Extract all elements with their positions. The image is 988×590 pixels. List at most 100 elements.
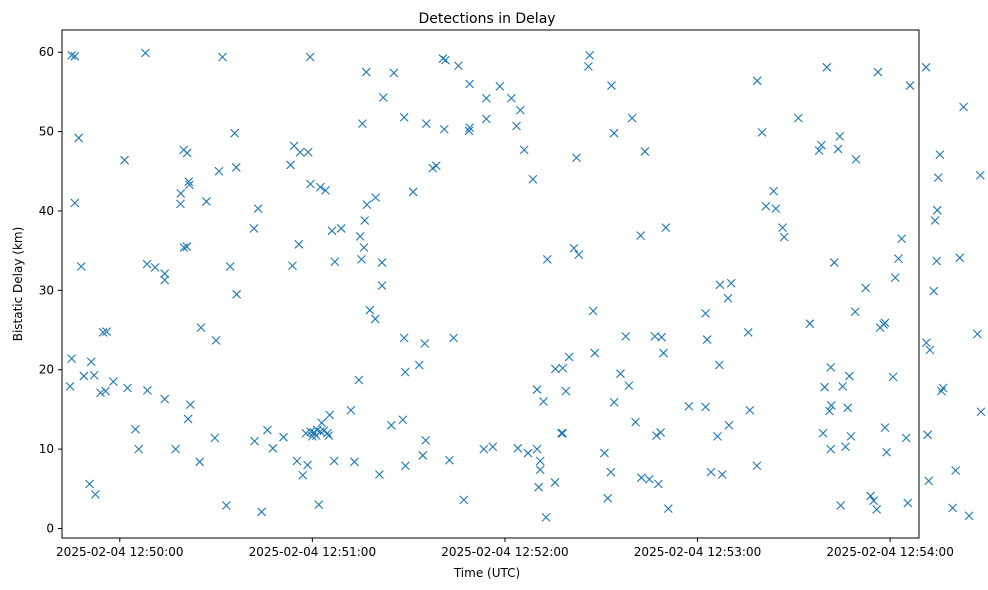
detection-point [70, 51, 80, 61]
detection-point [231, 162, 241, 172]
detection-point [519, 145, 529, 155]
y-tick-label: 40 [39, 204, 54, 218]
detection-point [929, 286, 939, 296]
detection-point [609, 128, 619, 138]
detection-point [324, 431, 334, 440]
y-tick-label: 60 [39, 45, 54, 59]
detection-point [358, 119, 367, 129]
detection-point [263, 425, 272, 435]
detection-point [295, 147, 305, 157]
detection-point [399, 333, 409, 343]
detection-point [846, 432, 856, 441]
detection-point [600, 448, 609, 458]
detection-point [459, 495, 469, 505]
detection-point [183, 414, 193, 424]
detection-point [150, 262, 160, 272]
x-axis-label: Time (UTC) [453, 566, 520, 580]
detection-point [323, 428, 332, 438]
detection-point [377, 258, 387, 267]
detection-point [745, 405, 755, 415]
detection-point [268, 443, 278, 453]
detection-point [134, 444, 144, 454]
detection-point [805, 319, 815, 329]
detection-point [307, 432, 317, 441]
detection-point [818, 428, 828, 438]
detection-point [370, 314, 380, 324]
detection-point [959, 102, 969, 112]
detection-point [717, 470, 727, 479]
detection-point [362, 200, 372, 210]
detection-point [449, 333, 458, 343]
detection-point [528, 174, 538, 184]
detection-point [420, 339, 430, 348]
detection-point [74, 133, 84, 143]
y-tick-label: 50 [39, 125, 54, 139]
detection-point [569, 243, 579, 253]
detection-point [973, 329, 982, 339]
detection-point [659, 348, 668, 358]
detection-point [903, 498, 913, 508]
detection-point [897, 234, 907, 244]
detection-point [535, 456, 545, 466]
plot-frame [61, 29, 920, 539]
detection-point [317, 418, 327, 428]
detection-point [67, 354, 77, 364]
detection-point [86, 357, 96, 367]
detection-point [445, 455, 454, 465]
detection-point [249, 224, 259, 233]
detection-point [330, 257, 340, 267]
detection-point [558, 428, 568, 438]
detection-point [761, 201, 771, 211]
x-tick-label: 2025-02-04 12:54:00 [826, 545, 953, 559]
detection-point [218, 52, 227, 62]
detection-point [355, 231, 365, 241]
detection-point [179, 243, 189, 252]
detection-point [399, 112, 409, 122]
detection-point [90, 489, 100, 499]
y-tick-label: 20 [39, 363, 54, 377]
detection-point [851, 154, 861, 164]
detection-point [603, 493, 613, 503]
detection-point [70, 198, 80, 208]
detection-point [933, 173, 943, 183]
detection-point [820, 382, 830, 392]
detection-point [661, 223, 671, 233]
detection-point [210, 433, 220, 443]
y-tick-label: 30 [39, 283, 54, 297]
detection-point [182, 242, 192, 252]
detection-point [558, 363, 568, 373]
detection-point [102, 327, 112, 337]
detection-point [479, 444, 489, 454]
detection-point [869, 496, 879, 506]
detection-point [901, 433, 911, 443]
detection-point [905, 81, 915, 90]
detection-point [713, 432, 722, 441]
detection-point [378, 93, 388, 102]
detection-point [976, 407, 986, 417]
detection-point [481, 93, 491, 103]
detection-point [882, 447, 891, 457]
detection-point [684, 401, 694, 411]
detection-point [303, 147, 313, 157]
detection-point [932, 205, 942, 215]
detection-point [488, 442, 498, 452]
detection-point [481, 114, 491, 124]
detection-point [438, 54, 448, 63]
detection-point [350, 457, 359, 467]
detection-point [925, 345, 935, 355]
detection-point [439, 124, 449, 134]
detection-point [723, 293, 733, 303]
detection-point [542, 255, 552, 264]
detection-point [616, 369, 625, 379]
detection-point [464, 126, 474, 136]
detection-point [841, 442, 850, 452]
detection-point [724, 420, 734, 430]
y-tick-label: 10 [39, 442, 54, 456]
detection-point [532, 385, 542, 394]
detection-point [375, 470, 384, 479]
detection-point [937, 386, 946, 396]
detection-point [465, 123, 475, 133]
detection-point [79, 371, 89, 381]
detection-point [292, 456, 302, 466]
detection-point [894, 254, 903, 263]
